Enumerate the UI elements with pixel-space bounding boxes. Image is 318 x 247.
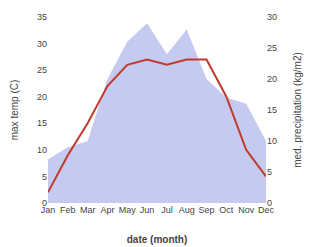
svg-text:5: 5	[42, 172, 47, 182]
svg-text:10: 10	[267, 136, 277, 146]
svg-text:Feb: Feb	[60, 205, 76, 215]
svg-text:20: 20	[37, 92, 47, 102]
svg-text:Aug: Aug	[179, 205, 195, 215]
svg-text:med. precipitation (kg/m2): med. precipitation (kg/m2)	[292, 52, 303, 168]
svg-text:0: 0	[42, 198, 47, 208]
svg-text:max temp (C): max temp (C)	[9, 80, 20, 141]
svg-text:15: 15	[37, 118, 47, 128]
svg-text:Jul: Jul	[161, 205, 173, 215]
svg-text:5: 5	[267, 167, 272, 177]
svg-text:0: 0	[267, 198, 272, 208]
svg-text:date (month): date (month)	[127, 234, 188, 245]
svg-text:May: May	[119, 205, 137, 215]
svg-text:15: 15	[267, 105, 277, 115]
svg-text:Sep: Sep	[199, 205, 215, 215]
svg-text:25: 25	[267, 43, 277, 53]
svg-text:Dec: Dec	[258, 205, 275, 215]
svg-text:Nov: Nov	[238, 205, 255, 215]
svg-text:20: 20	[267, 74, 277, 84]
svg-text:10: 10	[37, 145, 47, 155]
svg-text:Apr: Apr	[100, 205, 114, 215]
svg-text:35: 35	[37, 12, 47, 22]
svg-text:25: 25	[37, 65, 47, 75]
svg-text:Mar: Mar	[80, 205, 96, 215]
svg-text:30: 30	[267, 12, 277, 22]
svg-text:30: 30	[37, 39, 47, 49]
svg-text:Jun: Jun	[140, 205, 155, 215]
svg-text:Jan: Jan	[41, 205, 56, 215]
svg-text:Oct: Oct	[219, 205, 234, 215]
